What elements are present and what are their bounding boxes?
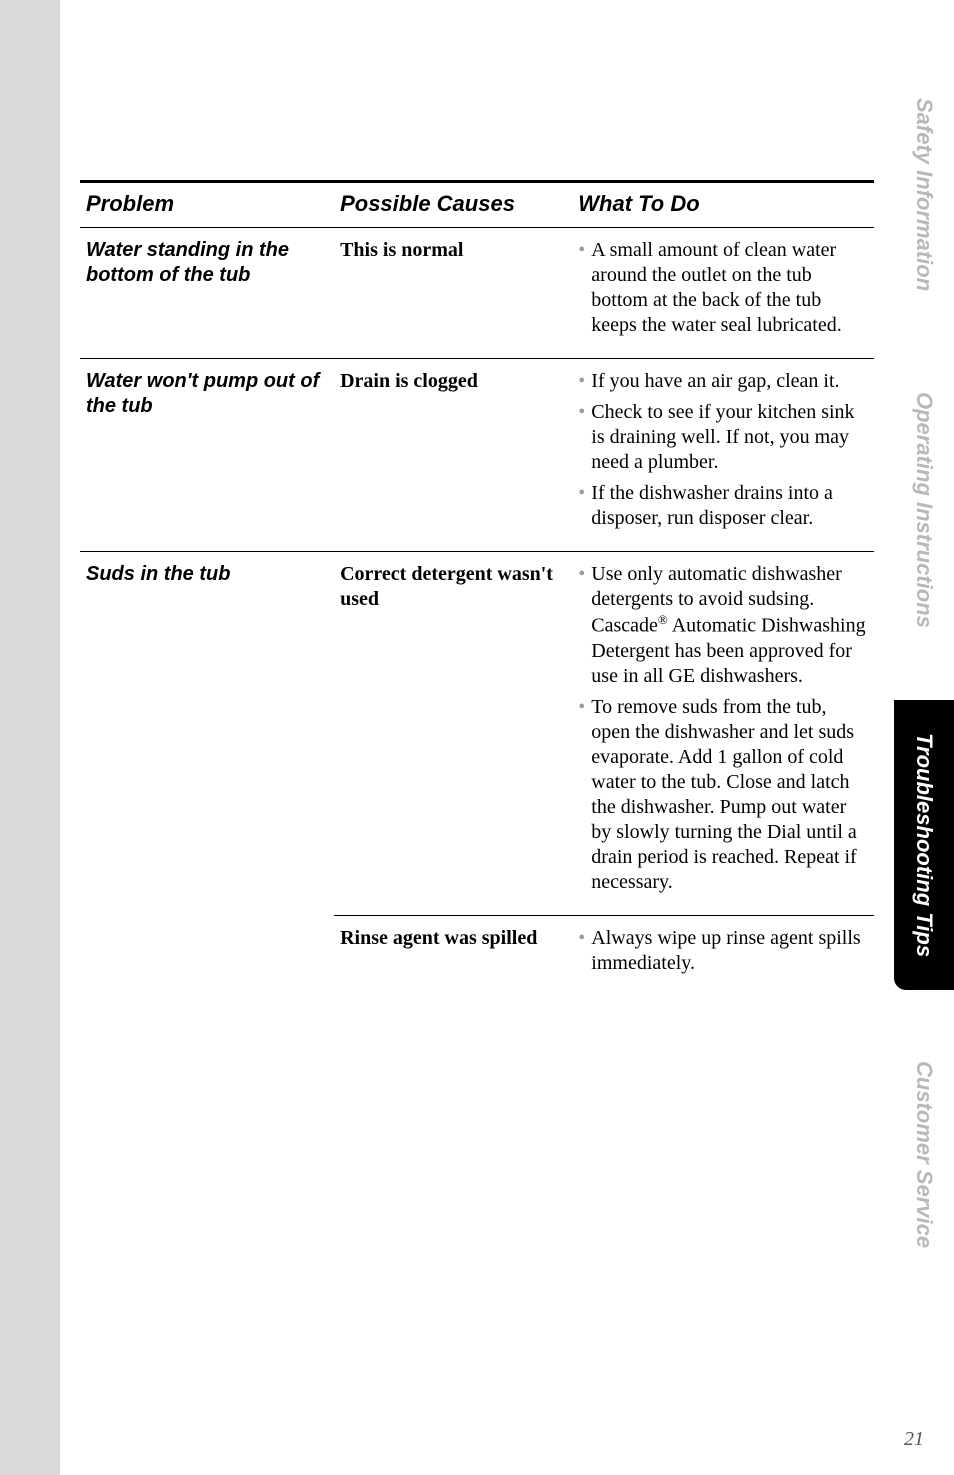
- todo-cell: • A small amount of clean water around t…: [572, 228, 874, 359]
- cause-cell: This is normal: [334, 228, 572, 359]
- bullet-text: Always wipe up rinse agent spills immedi…: [591, 926, 868, 976]
- todo-cell: • Always wipe up rinse agent spills imme…: [572, 915, 874, 996]
- troubleshooting-table: Problem Possible Causes What To Do Water…: [80, 180, 874, 996]
- left-margin: [0, 0, 60, 1475]
- bullet-item: • Always wipe up rinse agent spills imme…: [578, 926, 868, 976]
- bullet-text: Check to see if your kitchen sink is dra…: [591, 400, 868, 475]
- bullet-item: • If you have an air gap, clean it.: [578, 369, 868, 394]
- tab-label: Customer Service: [911, 1061, 937, 1248]
- header-todo: What To Do: [572, 182, 874, 228]
- bullet-item: • To remove suds from the tub, open the …: [578, 695, 868, 895]
- table-row: Suds in the tub Correct detergent wasn't…: [80, 552, 874, 916]
- bullet-icon: •: [578, 400, 585, 475]
- bullet-icon: •: [578, 562, 585, 689]
- table-row: Rinse agent was spilled • Always wipe up…: [80, 915, 874, 996]
- tab-troubleshooting[interactable]: Troubleshooting Tips: [894, 700, 954, 990]
- bullet-item: • A small amount of clean water around t…: [578, 238, 868, 338]
- problem-cell: Suds in the tub: [80, 552, 334, 916]
- bullet-text: If you have an air gap, clean it.: [591, 369, 868, 394]
- cause-cell: Correct detergent wasn't used: [334, 552, 572, 916]
- cause-cell: Drain is clogged: [334, 359, 572, 552]
- bullet-text: If the dishwasher drains into a disposer…: [591, 481, 868, 531]
- todo-cell: • If you have an air gap, clean it. • Ch…: [572, 359, 874, 552]
- bullet-icon: •: [578, 369, 585, 394]
- tab-customer-service[interactable]: Customer Service: [894, 1030, 954, 1280]
- header-problem: Problem: [80, 182, 334, 228]
- bullet-icon: •: [578, 926, 585, 976]
- table-row: Water standing in the bottom of the tub …: [80, 228, 874, 359]
- bullet-icon: •: [578, 238, 585, 338]
- tab-label: Safety Information: [911, 98, 937, 291]
- bullet-text: Use only automatic dishwasher detergents…: [591, 562, 868, 689]
- content-area: Problem Possible Causes What To Do Water…: [60, 0, 894, 1475]
- header-causes: Possible Causes: [334, 182, 572, 228]
- bullet-text: To remove suds from the tub, open the di…: [591, 695, 868, 895]
- bullet-icon: •: [578, 481, 585, 531]
- tab-label: Operating Instructions: [911, 392, 937, 628]
- problem-cell: Water standing in the bottom of the tub: [80, 228, 334, 359]
- problem-cell: Water won't pump out of the tub: [80, 359, 334, 552]
- tab-safety[interactable]: Safety Information: [894, 70, 954, 320]
- side-tabs: Safety Information Operating Instruction…: [894, 0, 954, 1475]
- cause-cell: Rinse agent was spilled: [334, 915, 572, 996]
- bullet-item: • Use only automatic dishwasher detergen…: [578, 562, 868, 689]
- tab-label: Troubleshooting Tips: [911, 733, 937, 957]
- problem-cell: [80, 915, 334, 996]
- bullet-item: • If the dishwasher drains into a dispos…: [578, 481, 868, 531]
- bullet-item: • Check to see if your kitchen sink is d…: [578, 400, 868, 475]
- tab-operating[interactable]: Operating Instructions: [894, 360, 954, 660]
- page-number: 21: [904, 1428, 924, 1451]
- bullet-icon: •: [578, 695, 585, 895]
- todo-cell: • Use only automatic dishwasher detergen…: [572, 552, 874, 916]
- bullet-text: A small amount of clean water around the…: [591, 238, 868, 338]
- table-row: Water won't pump out of the tub Drain is…: [80, 359, 874, 552]
